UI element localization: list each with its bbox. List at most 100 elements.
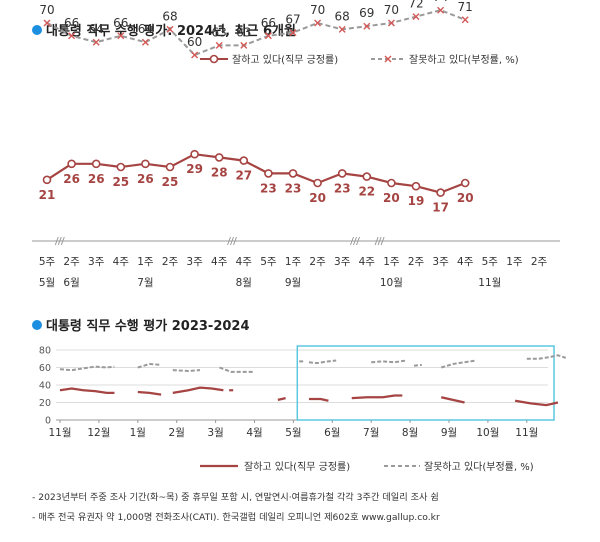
chart2-series xyxy=(59,354,567,407)
chart1-break-tick xyxy=(60,236,65,246)
chart1-month-label: 5월 xyxy=(39,277,55,289)
chart1-approve-label: 27 xyxy=(235,169,252,183)
chart1-approve-point xyxy=(190,149,199,159)
chart1-break-tick xyxy=(353,236,357,246)
chart1-approve-label: 28 xyxy=(211,165,228,179)
chart1-axis-break-3 xyxy=(374,236,385,246)
chart1-disapprove-point xyxy=(68,32,76,40)
chart1-disapprove-point xyxy=(43,19,51,27)
chart1-disapprove-line xyxy=(46,9,466,57)
chart1-approve-point xyxy=(362,172,372,181)
x-stroke xyxy=(68,32,76,40)
chart2-y-tick-label: 20 xyxy=(39,398,51,409)
chart1-approve-point xyxy=(67,159,76,169)
chart1-month-label: 6월 xyxy=(63,277,79,289)
chart1-approve-point xyxy=(141,159,150,169)
chart1-week-label: 1주 xyxy=(285,256,302,268)
chart1-break-tick xyxy=(356,236,360,246)
chart1-disapprove-label: 66 xyxy=(64,16,79,30)
chart2-y-tick-label: 40 xyxy=(39,381,51,392)
x-stroke xyxy=(117,32,125,40)
chart1-week-label: 3주 xyxy=(88,256,105,268)
chart2-x-label: 7월 xyxy=(363,427,379,439)
chart2-approve-segment xyxy=(440,396,465,404)
chart1-approve-label: 25 xyxy=(112,175,129,189)
chart1-disapprove-label: 64 xyxy=(138,22,153,36)
chart1-week-label: 4주 xyxy=(359,256,376,268)
chart1-month-label: 8월 xyxy=(236,277,252,289)
chart1-disapprove-point xyxy=(412,13,420,21)
chart2-approve-segment xyxy=(351,394,403,400)
chart1-disapprove-label: 72 xyxy=(408,0,423,11)
chart1-month-label: 10월 xyxy=(380,277,403,289)
chart2-disapprove-segment xyxy=(219,366,255,373)
chart1-approve-point xyxy=(436,188,445,197)
chart1-month-label: 11월 xyxy=(478,277,501,289)
chart1-approve-point xyxy=(239,156,249,165)
chart1-disapprove-point xyxy=(363,22,371,30)
chart2-disapprove-segment xyxy=(308,359,337,365)
chart2-disapprove-segment xyxy=(440,359,477,369)
chart1-approve-label: 19 xyxy=(408,194,425,208)
chart1-approve-line xyxy=(46,153,466,194)
chart1-disapprove-label: 68 xyxy=(162,9,177,23)
chart1-disapprove-point xyxy=(191,51,199,59)
chart1-disapprove-label: 70 xyxy=(39,3,54,17)
chart1-axis-break-0 xyxy=(54,236,65,246)
x-stroke xyxy=(461,16,469,24)
chart1-disapprove-label: 60 xyxy=(187,35,202,49)
chart1-approve-point xyxy=(116,162,126,172)
x-stroke xyxy=(191,51,199,59)
chart1-approve-point xyxy=(411,181,421,191)
chart2-disapprove-segment xyxy=(172,369,201,373)
chart1-legend: 잘하고 있다(직무 긍정률) 잘못하고 있다(부정률, %) xyxy=(200,53,519,66)
chart1-week-label: 4주 xyxy=(457,256,474,268)
x-stroke xyxy=(141,38,149,46)
x-stroke xyxy=(264,32,272,40)
chart1-month-label: 9월 xyxy=(285,277,301,289)
chart1-disapprove-label: 66 xyxy=(261,16,276,30)
chart1-approve-label: 17 xyxy=(432,201,449,215)
chart1-week-label: 3주 xyxy=(432,256,449,268)
chart2-legend: 잘하고 있다(직무 긍정률) 잘못하고 있다(부정률, %) xyxy=(200,460,534,473)
chart1-legend-disapprove-label: 잘못하고 있다(부정률, %) xyxy=(409,53,519,66)
chart1-approve-point xyxy=(91,159,101,169)
chart2-approve-segment xyxy=(514,399,559,407)
chart2-x-label: 4월 xyxy=(246,427,262,439)
chart1-approve-point xyxy=(387,178,396,188)
chart1-disapprove-point xyxy=(387,19,395,27)
chart1-week-label: 2주 xyxy=(531,256,548,268)
chart1-disapprove-label: 68 xyxy=(335,9,350,23)
x-stroke xyxy=(338,25,346,33)
chart2-y-tick-label: 80 xyxy=(39,346,51,357)
chart2-approve-segment xyxy=(59,387,115,394)
chart1-disapprove-label: 69 xyxy=(359,6,374,20)
chart1-approve-label: 22 xyxy=(358,185,375,199)
chart1-disapprove-point xyxy=(264,32,272,40)
chart1-disapprove-point xyxy=(166,25,174,33)
chart1-disapprove-label: 70 xyxy=(384,3,399,17)
chart1-disapprove-point xyxy=(314,19,322,27)
chart1-series: 70 66 64 66 64 68 60 63 63 66 67 70 68 69 70 72 74 71 21 26… xyxy=(39,0,474,215)
chart1-break-tick xyxy=(377,236,382,246)
chart1-disapprove-point xyxy=(92,38,100,46)
chart1-approve-point xyxy=(288,169,298,178)
chart2-legend-disapprove-label: 잘못하고 있다(부정률, %) xyxy=(424,460,534,473)
chart1-week-label: 1주 xyxy=(383,256,400,268)
chart2-x-label: 8월 xyxy=(402,427,418,439)
chart2-x-label: 2월 xyxy=(169,427,185,439)
x-stroke xyxy=(363,22,371,30)
chart1-approve-point xyxy=(337,169,347,178)
chart1-disapprove-point xyxy=(240,41,248,49)
chart2-x-label: 9월 xyxy=(441,427,457,439)
chart2-disapprove-segment xyxy=(526,354,567,360)
chart1-week-label: 5주 xyxy=(39,256,56,268)
chart1-title-bullet xyxy=(32,25,42,35)
chart2-legend-approve-label: 잘하고 있다(직무 긍정률) xyxy=(244,460,350,473)
chart1-legend-approve-label: 잘하고 있다(직무 긍정률) xyxy=(232,53,338,66)
x-stroke xyxy=(314,19,322,27)
x-stroke xyxy=(43,19,51,27)
chart1-approve-label: 23 xyxy=(260,181,277,195)
chart1-disapprove-point xyxy=(461,16,469,24)
chart1-week-label: 1주 xyxy=(506,256,523,268)
